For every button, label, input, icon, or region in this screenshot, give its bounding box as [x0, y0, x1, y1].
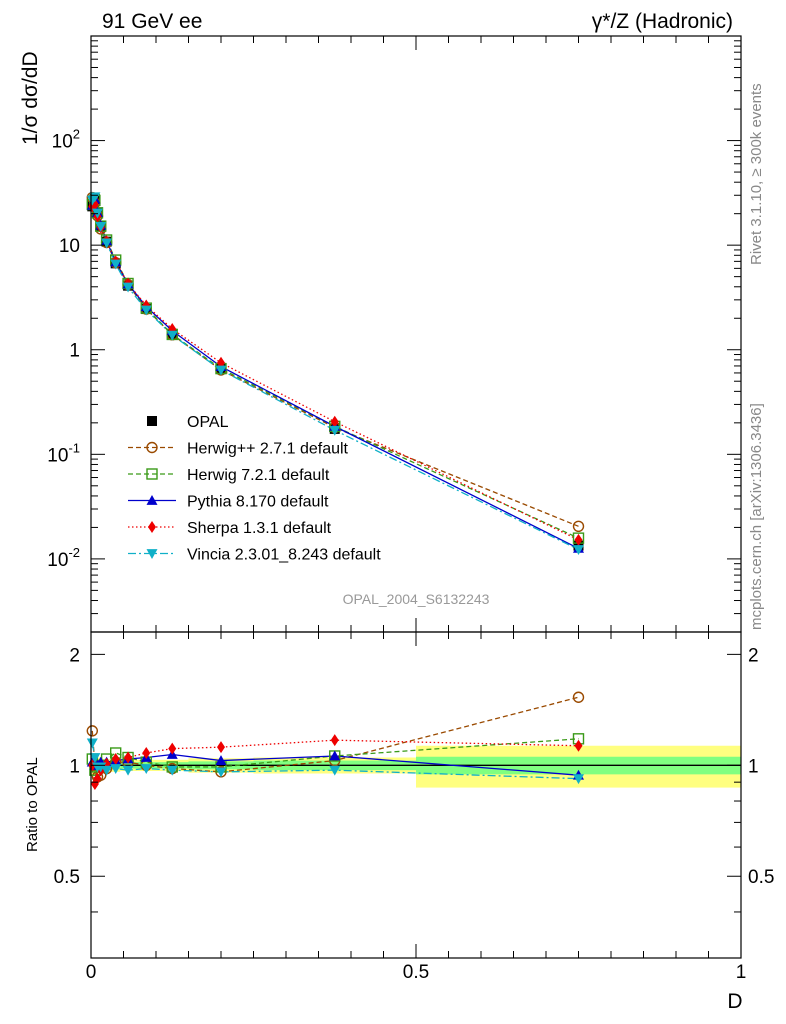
ratio-point-sherpa-1-3-1-default: [142, 746, 151, 759]
ratio-y-tick-label-right: 0.5: [748, 867, 774, 888]
legend-label-opal: OPAL: [187, 414, 229, 431]
legend-label-vincia-2-3-01-8-243-default: Vincia 2.3.01_8.243 default: [187, 547, 381, 564]
main-line-vincia-2-3-01-8-243-default: [91, 195, 579, 551]
legend-marker-herwig-7-2-1-default: [146, 468, 158, 480]
main-plot-frame: [90, 35, 742, 633]
main-point-vincia-2-3-01-8-243-default: [122, 282, 134, 293]
x-axis-label: D: [727, 990, 742, 1013]
x-tick-label: 0: [86, 962, 97, 983]
ratio-point-sherpa-1-3-1-default: [574, 739, 583, 752]
ratio-point-vincia-2-3-01-8-243-default: [101, 765, 113, 776]
ratio-y-tick-label-right: 2: [748, 645, 759, 666]
legend-marker-pythia-8-170-default: [146, 495, 158, 505]
ratio-point-herwig-2-7-1-default: [86, 725, 99, 737]
ratio-panel: 0.5 0.5 1 1 2 2 0 0.5 1 Ratio to OPAL D: [24, 631, 774, 1013]
main-point-sherpa-1-3-1-default: [574, 533, 583, 546]
main-point-vincia-2-3-01-8-243-default: [101, 238, 113, 249]
legend-marker-herwig-2-7-1-default: [146, 441, 158, 454]
main-panel: 10-2 10-1 1 10 102 1/σ dσ/dD OPAL_2004_S6132…: [19, 35, 742, 633]
main-y-tick-label: 10: [59, 236, 80, 257]
main-point-vincia-2-3-01-8-243-default: [329, 425, 341, 436]
main-line-herwig-7-2-1-default: [91, 198, 579, 539]
analysis-watermark: OPAL_2004_S6132243: [343, 591, 490, 607]
main-axes: 10-2 10-1 1 10 102: [47, 35, 742, 633]
mcplots-url-label: mcplots.cern.ch [arXiv:1306.3436]: [748, 403, 765, 630]
main-point-herwig-2-7-1-default: [572, 520, 585, 532]
ratio-y-tick-label-left: 2: [69, 645, 80, 666]
legend-marker-opal: [147, 416, 157, 426]
main-point-vincia-2-3-01-8-243-default: [166, 330, 178, 341]
ratio-point-vincia-2-3-01-8-243-default: [110, 764, 122, 775]
legend: OPAL Herwig++ 2.7.1 default Herwig 7.2.1 d…: [128, 414, 381, 564]
main-point-vincia-2-3-01-8-243-default: [95, 222, 107, 232]
main-line-herwig-2-7-1-default: [91, 197, 579, 527]
header-energy-label: 91 GeV ee: [102, 10, 202, 33]
main-line-pythia-8-170-default: [91, 196, 579, 549]
ratio-point-herwig-2-7-1-default: [572, 691, 585, 703]
ratio-point-sherpa-1-3-1-default: [111, 753, 120, 766]
x-tick-label: 0.5: [403, 962, 429, 983]
main-y-axis-label: 1/σ dσ/dD: [19, 51, 42, 145]
ratio-point-vincia-2-3-01-8-243-default: [215, 767, 227, 778]
header-process-label: γ*/Z (Hadronic): [592, 10, 733, 33]
main-y-tick-label: 10-1: [47, 440, 80, 466]
main-y-tick-label: 10-2: [47, 545, 80, 571]
main-point-vincia-2-3-01-8-243-default: [573, 545, 584, 555]
ratio-point-sherpa-1-3-1-default: [217, 741, 225, 754]
legend-label-herwig-7-2-1-default: Herwig 7.2.1 default: [187, 467, 330, 484]
ratio-point-vincia-2-3-01-8-243-default: [140, 764, 152, 775]
main-point-sherpa-1-3-1-default: [330, 415, 339, 428]
legend-marker-vincia-2-3-01-8-243-default: [146, 549, 158, 559]
main-line-sherpa-1-3-1-default: [91, 203, 579, 541]
ratio-point-vincia-2-3-01-8-243-default: [122, 765, 134, 776]
main-point-vincia-2-3-01-8-243-default: [215, 365, 227, 376]
ratio-plot-marks: [86, 691, 585, 790]
ratio-axes: 0.5 0.5 1 1 2 2 0 0.5 1: [54, 631, 774, 983]
ratio-y-tick-label-right: 1: [748, 756, 759, 777]
ratio-point-vincia-2-3-01-8-243-default: [89, 753, 101, 763]
ratio-point-vincia-2-3-01-8-243-default: [329, 765, 341, 776]
main-y-tick-label: 102: [52, 127, 80, 153]
ratio-point-vincia-2-3-01-8-243-default: [86, 738, 98, 749]
ratio-point-sherpa-1-3-1-default: [124, 751, 133, 764]
ratio-y-tick-label-left: 0.5: [54, 867, 80, 888]
ratio-line-herwig-7-2-1-default: [91, 738, 579, 772]
x-tick-label: 1: [736, 962, 747, 983]
legend-label-pythia-8-170-default: Pythia 8.170 default: [187, 494, 329, 511]
legend-marker-sherpa-1-3-1-default: [148, 521, 156, 533]
main-y-tick-label: 1: [69, 341, 80, 362]
main-point-vincia-2-3-01-8-243-default: [140, 305, 152, 316]
rivet-version-label: Rivet 3.1.10, ≥ 300k events: [748, 83, 765, 265]
ratio-point-vincia-2-3-01-8-243-default: [573, 774, 584, 785]
ratio-point-sherpa-1-3-1-default: [330, 734, 339, 747]
ratio-plot-frame: [90, 631, 742, 959]
legend-label-herwig-2-7-1-default: Herwig++ 2.7.1 default: [187, 441, 349, 458]
ratio-point-pythia-8-170-default: [329, 750, 341, 761]
ratio-point-pythia-8-170-default: [215, 755, 227, 765]
ratio-point-vincia-2-3-01-8-243-default: [166, 765, 178, 776]
ratio-point-sherpa-1-3-1-default: [168, 742, 177, 755]
legend-label-sherpa-1-3-1-default: Sherpa 1.3.1 default: [187, 520, 332, 537]
ratio-point-sherpa-1-3-1-default: [93, 772, 102, 785]
main-point-vincia-2-3-01-8-243-default: [110, 259, 122, 270]
ratio-y-tick-label-left: 1: [69, 756, 80, 777]
ratio-y-axis-label: Ratio to OPAL: [24, 757, 41, 852]
